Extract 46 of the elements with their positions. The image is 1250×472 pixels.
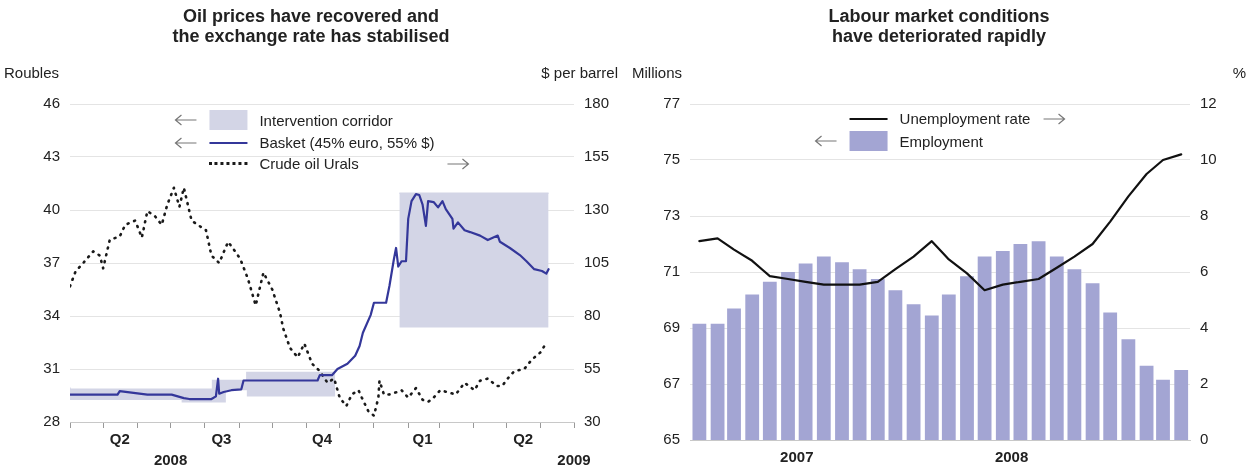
chart-title: Labour market conditions have deteriorated rapidly: [827, 6, 1051, 46]
x-tick-label: Q2: [513, 430, 534, 448]
y2-tick-label: 8: [1200, 206, 1209, 224]
x-tick-label: Q1: [412, 430, 433, 448]
y2-tick-label: 80: [584, 306, 601, 324]
y2-tick-label: 30: [584, 412, 601, 430]
y-tick-label: 37: [43, 253, 60, 271]
y2-tick-label: 180: [584, 94, 610, 112]
x-tick-label: 2007: [780, 448, 814, 466]
y-tick-label: 77: [663, 94, 680, 112]
chart-title: Oil prices have recovered and the exchange rate has stabilised: [171, 6, 451, 46]
y-axis-title: Millions: [632, 64, 683, 82]
y-axis-title: Roubles: [4, 64, 60, 82]
legend-label: Unemployment rate: [899, 110, 1031, 127]
y-tick-label: 69: [663, 318, 680, 336]
y-tick-label: 67: [663, 374, 680, 392]
y-tick-label: 34: [43, 306, 60, 324]
x2-tick-label: 2009: [557, 451, 591, 469]
x-tick-label: Q3: [211, 430, 232, 448]
y-tick-label: 75: [663, 150, 680, 168]
y2-tick-label: 155: [584, 147, 610, 165]
y2-tick-label: 2: [1200, 374, 1209, 392]
y2-axis-title: %: [1232, 64, 1246, 82]
y2-tick-label: 55: [584, 359, 601, 377]
y2-tick-label: 6: [1200, 262, 1209, 280]
y-tick-label: 28: [43, 412, 60, 430]
y2-tick-label: 10: [1200, 150, 1217, 168]
legend-label: Crude oil Urals: [259, 155, 360, 172]
legend-label: Intervention corridor: [259, 111, 394, 129]
x-tick-label: Q2: [109, 430, 130, 448]
y-tick-label: 46: [43, 94, 60, 112]
y-tick-label: 40: [43, 200, 60, 218]
x-tick-label: Q4: [311, 430, 333, 448]
y-tick-label: 43: [43, 147, 60, 165]
y2-tick-label: 105: [584, 253, 610, 271]
y-tick-label: 73: [663, 206, 680, 224]
y2-tick-label: 0: [1200, 430, 1209, 448]
y-tick-label: 31: [43, 359, 60, 377]
legend-label: Basket (45% euro, 55% $): [259, 134, 435, 151]
y2-axis-title: $ per barrel: [541, 64, 618, 82]
y-tick-label: 71: [663, 262, 680, 280]
y2-tick-label: 130: [584, 200, 610, 218]
y2-tick-label: 12: [1200, 94, 1217, 112]
y2-tick-label: 4: [1200, 318, 1209, 336]
y-tick-label: 65: [663, 430, 680, 448]
legend-label: Employment: [899, 132, 984, 150]
